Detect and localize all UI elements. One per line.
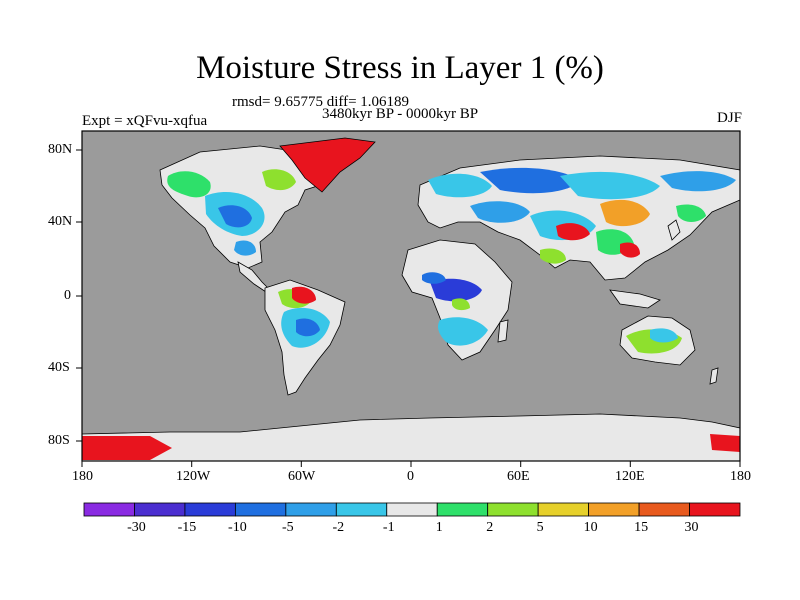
lon-tick-label: 0 [407, 469, 414, 484]
colorbar-label: 30 [684, 520, 699, 535]
maritime-asia [609, 289, 661, 309]
colorbar-swatch [689, 502, 741, 517]
colorbar-label: 1 [435, 520, 443, 535]
lon-tick-label: 180 [730, 469, 751, 484]
colorbar-swatch [134, 502, 186, 517]
rmsd-diff-stats: rmsd= 9.65775 diff= 1.06189 [232, 94, 410, 110]
lon-tick-label: 60W [288, 469, 316, 484]
colorbar-swatch [335, 502, 388, 517]
time-period-label: 3480kyr BP - 0000kyr BP [322, 106, 479, 122]
axis-tick-marks [76, 149, 741, 467]
colorbar-label: 15 [634, 520, 649, 535]
colorbar-swatch [184, 502, 236, 517]
colorbar-label: -5 [282, 520, 294, 535]
colorbar-label: -1 [382, 520, 395, 535]
map-title: Moisture Stress in Layer 1 (%) [196, 50, 604, 86]
colorbar-swatch [285, 502, 337, 517]
colorbar-label: -30 [127, 520, 146, 535]
colorbar-label: -15 [177, 520, 197, 535]
colorbar-swatch [487, 502, 539, 517]
japan [667, 219, 681, 241]
lat-tick-label: 80N [48, 142, 73, 157]
colorbar [83, 502, 741, 517]
colorbar-label: -10 [228, 520, 247, 535]
madagascar [497, 319, 509, 343]
colorbar-swatch [83, 502, 135, 517]
lat-tick-label: 0 [64, 288, 71, 303]
experiment-label: Expt = xQFvu-xqfua [82, 113, 208, 129]
lat-tick-label: 40S [48, 360, 70, 375]
new-zealand [709, 367, 719, 385]
lat-tick-label: 40N [48, 214, 73, 229]
lon-tick-label: 60E [507, 469, 530, 484]
greenland [279, 137, 376, 193]
colorbar-swatch [638, 502, 690, 517]
colorbar-label: 5 [536, 520, 544, 535]
colorbar-swatch [588, 502, 640, 517]
season-label: DJF [716, 110, 742, 126]
lon-tick-label: 120W [176, 469, 211, 484]
antarctica [81, 413, 741, 462]
colorbar-swatch [386, 502, 438, 517]
colorbar-label: 2 [486, 520, 494, 535]
lon-tick-label: 180 [72, 469, 93, 484]
anomaly-contours [82, 167, 740, 460]
lon-tick-label: 120E [615, 469, 645, 484]
lat-tick-label: 80S [48, 433, 70, 448]
colorbar-swatch [537, 502, 590, 517]
colorbar-swatch [436, 502, 489, 517]
colorbar-label: 10 [583, 520, 598, 535]
colorbar-label: -2 [332, 520, 345, 535]
colorbar-swatch [234, 502, 287, 517]
